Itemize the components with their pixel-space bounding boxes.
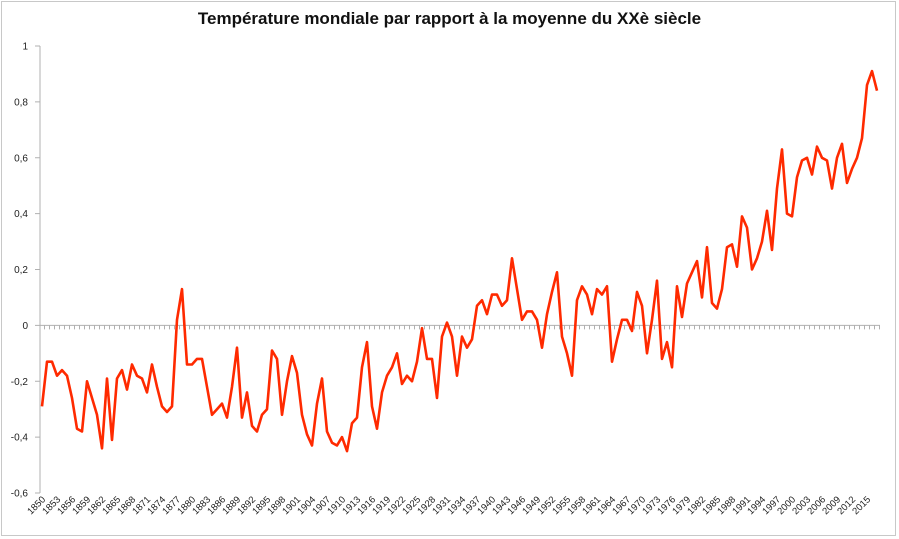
chart-title: Température mondiale par rapport à la mo… [197,9,702,28]
y-tick-label: 0,8 [14,97,28,108]
y-tick-label: -0,4 [11,433,29,444]
y-tick-label: 0,4 [14,209,28,220]
y-tick-label: -0,2 [11,377,29,388]
y-tick-label: -0,6 [11,489,29,500]
y-tick-label: 0,6 [14,153,28,164]
y-tick-label: 0,2 [14,265,28,276]
temperature-series-line [40,69,879,453]
y-tick-label: 0 [22,321,28,332]
x-tick-label: 2015 [850,494,873,517]
y-tick-label: 1 [22,42,28,53]
